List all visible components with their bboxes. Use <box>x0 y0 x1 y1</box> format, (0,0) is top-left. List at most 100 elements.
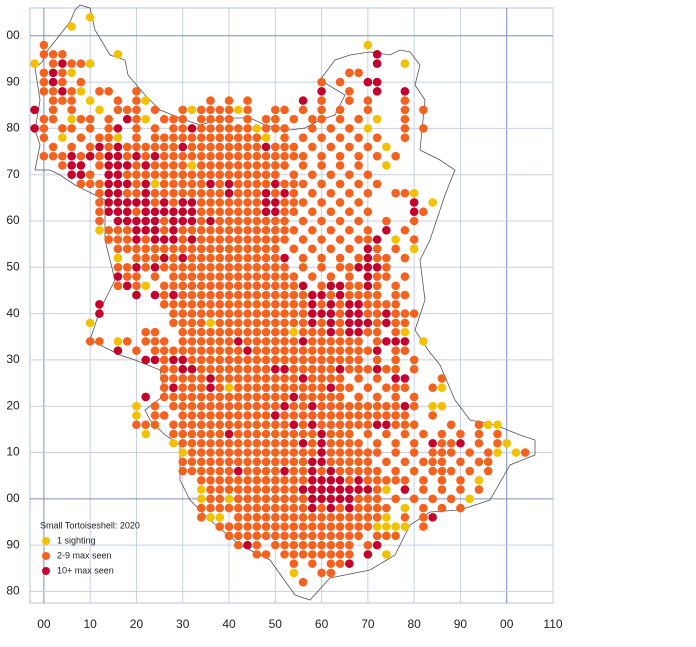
record-dot <box>233 383 243 392</box>
record-dot <box>206 475 215 485</box>
record-dot <box>372 346 382 355</box>
record-dot <box>206 151 215 161</box>
record-dot <box>335 411 345 420</box>
record-dot <box>39 124 49 133</box>
record-dot <box>335 337 345 346</box>
record-dot <box>308 327 317 337</box>
record-dot <box>409 235 419 244</box>
record-dot <box>409 188 419 198</box>
record-dot <box>280 392 289 402</box>
record-dot <box>382 337 391 346</box>
record-dot <box>58 133 67 142</box>
record-dot <box>298 466 308 476</box>
record-dot <box>252 531 262 541</box>
record-dot <box>372 374 382 383</box>
record-dot <box>132 87 141 96</box>
record-dot <box>178 161 188 170</box>
record-dot <box>187 401 197 411</box>
record-dot <box>261 179 271 189</box>
record-dot <box>308 420 317 430</box>
record-dot <box>187 457 197 467</box>
record-dot <box>76 170 86 179</box>
record-dot <box>261 364 271 374</box>
record-dot <box>243 475 252 485</box>
record-dot <box>354 355 363 365</box>
record-dot <box>243 401 252 411</box>
record-dot <box>159 151 169 161</box>
record-dot <box>298 457 308 467</box>
y-tick-label: 20 <box>6 398 20 412</box>
record-dot <box>196 411 206 420</box>
record-dot <box>354 485 363 494</box>
record-dot <box>428 438 437 448</box>
record-dot <box>326 170 336 179</box>
record-dot <box>354 346 363 355</box>
record-dot <box>437 457 447 467</box>
record-dot <box>252 300 262 309</box>
record-dot <box>215 383 225 392</box>
record-dot <box>354 392 363 402</box>
record-dot <box>252 133 262 142</box>
record-dot <box>243 438 252 448</box>
record-dot <box>317 522 326 531</box>
record-dot <box>271 309 280 318</box>
record-dot <box>196 114 206 124</box>
record-dot <box>215 364 225 374</box>
record-dot <box>252 235 262 244</box>
record-dot <box>224 207 234 217</box>
record-dot <box>261 133 271 142</box>
record-dot <box>169 216 178 226</box>
record-dot <box>391 448 400 457</box>
record-dot <box>437 485 447 494</box>
record-dot <box>178 290 188 300</box>
record-dot <box>169 225 178 235</box>
record-dot <box>289 179 299 189</box>
record-dot <box>178 401 188 411</box>
record-dot <box>345 355 354 365</box>
record-dot <box>95 105 104 115</box>
record-dot <box>363 124 373 133</box>
record-dot <box>141 225 151 235</box>
record-dot <box>391 337 400 346</box>
record-dot <box>224 290 234 300</box>
record-dot <box>243 179 252 189</box>
record-dot <box>289 420 299 430</box>
record-dot <box>335 374 345 383</box>
record-dot <box>233 438 243 448</box>
record-dot <box>280 133 289 142</box>
record-dot <box>215 216 225 226</box>
record-dot <box>233 364 243 374</box>
record-dot <box>252 475 262 485</box>
record-dot <box>48 77 58 87</box>
record-dot <box>206 272 215 281</box>
record-dot <box>289 429 299 439</box>
record-dot <box>354 337 363 346</box>
record-dot <box>252 411 262 420</box>
record-dot <box>382 513 391 522</box>
record-dot <box>178 225 188 235</box>
record-dot <box>400 96 410 105</box>
record-dot <box>187 346 197 355</box>
record-dot <box>243 188 252 198</box>
record-dot <box>150 142 160 152</box>
record-dot <box>196 346 206 355</box>
record-dot <box>456 485 465 494</box>
record-dot <box>317 281 326 291</box>
record-dot <box>354 327 363 337</box>
record-dot <box>196 401 206 411</box>
record-dot <box>187 281 197 291</box>
record-dot <box>483 420 493 430</box>
record-dot <box>271 346 280 355</box>
record-dot <box>382 262 391 272</box>
record-dot <box>271 438 280 448</box>
record-dot <box>271 105 280 115</box>
record-dot <box>271 513 280 522</box>
record-dot <box>400 309 410 318</box>
record-dot <box>150 420 160 430</box>
record-dot <box>58 151 67 161</box>
record-dot <box>400 337 410 346</box>
record-dot <box>326 309 336 318</box>
record-dot <box>345 550 354 559</box>
record-dot <box>169 207 178 217</box>
record-dot <box>271 161 280 170</box>
